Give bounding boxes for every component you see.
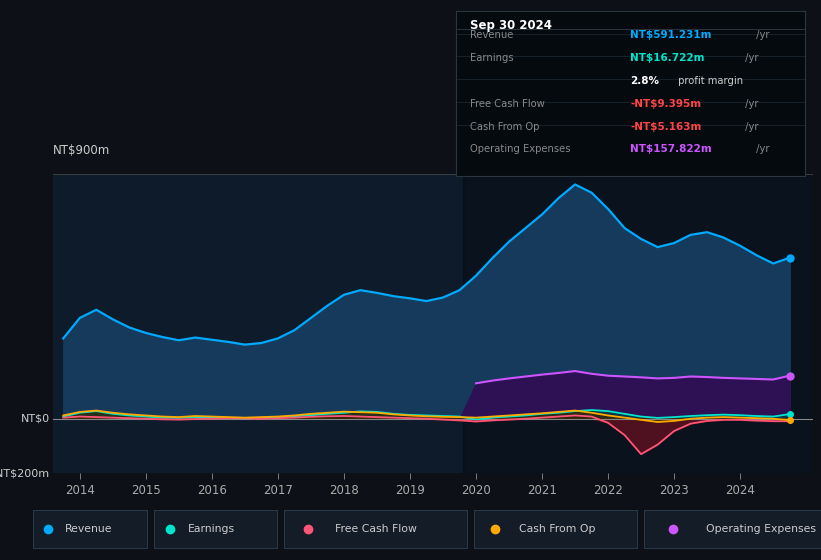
- Text: -NT$200m: -NT$200m: [0, 468, 49, 478]
- Text: Revenue: Revenue: [470, 30, 513, 40]
- Text: 2.8%: 2.8%: [631, 76, 659, 86]
- Text: Cash From Op: Cash From Op: [470, 122, 539, 132]
- Text: profit margin: profit margin: [675, 76, 743, 86]
- Text: /yr: /yr: [742, 122, 759, 132]
- Text: Sep 30 2024: Sep 30 2024: [470, 18, 552, 31]
- Text: NT$900m: NT$900m: [53, 144, 111, 157]
- Text: Revenue: Revenue: [65, 524, 112, 534]
- Text: /yr: /yr: [753, 30, 769, 40]
- Text: Free Cash Flow: Free Cash Flow: [335, 524, 417, 534]
- Text: NT$591.231m: NT$591.231m: [631, 30, 712, 40]
- Text: Operating Expenses: Operating Expenses: [470, 144, 570, 155]
- Text: Earnings: Earnings: [470, 53, 513, 63]
- Text: /yr: /yr: [742, 53, 759, 63]
- Text: Earnings: Earnings: [188, 524, 236, 534]
- Text: Free Cash Flow: Free Cash Flow: [470, 99, 544, 109]
- Text: NT$157.822m: NT$157.822m: [631, 144, 712, 155]
- Text: Cash From Op: Cash From Op: [520, 524, 596, 534]
- Text: Operating Expenses: Operating Expenses: [706, 524, 816, 534]
- Text: NT$0: NT$0: [21, 414, 49, 424]
- Text: -NT$5.163m: -NT$5.163m: [631, 122, 701, 132]
- Text: /yr: /yr: [753, 144, 769, 155]
- Text: /yr: /yr: [742, 99, 759, 109]
- Text: -NT$9.395m: -NT$9.395m: [631, 99, 701, 109]
- Text: NT$16.722m: NT$16.722m: [631, 53, 704, 63]
- Polygon shape: [463, 174, 813, 473]
